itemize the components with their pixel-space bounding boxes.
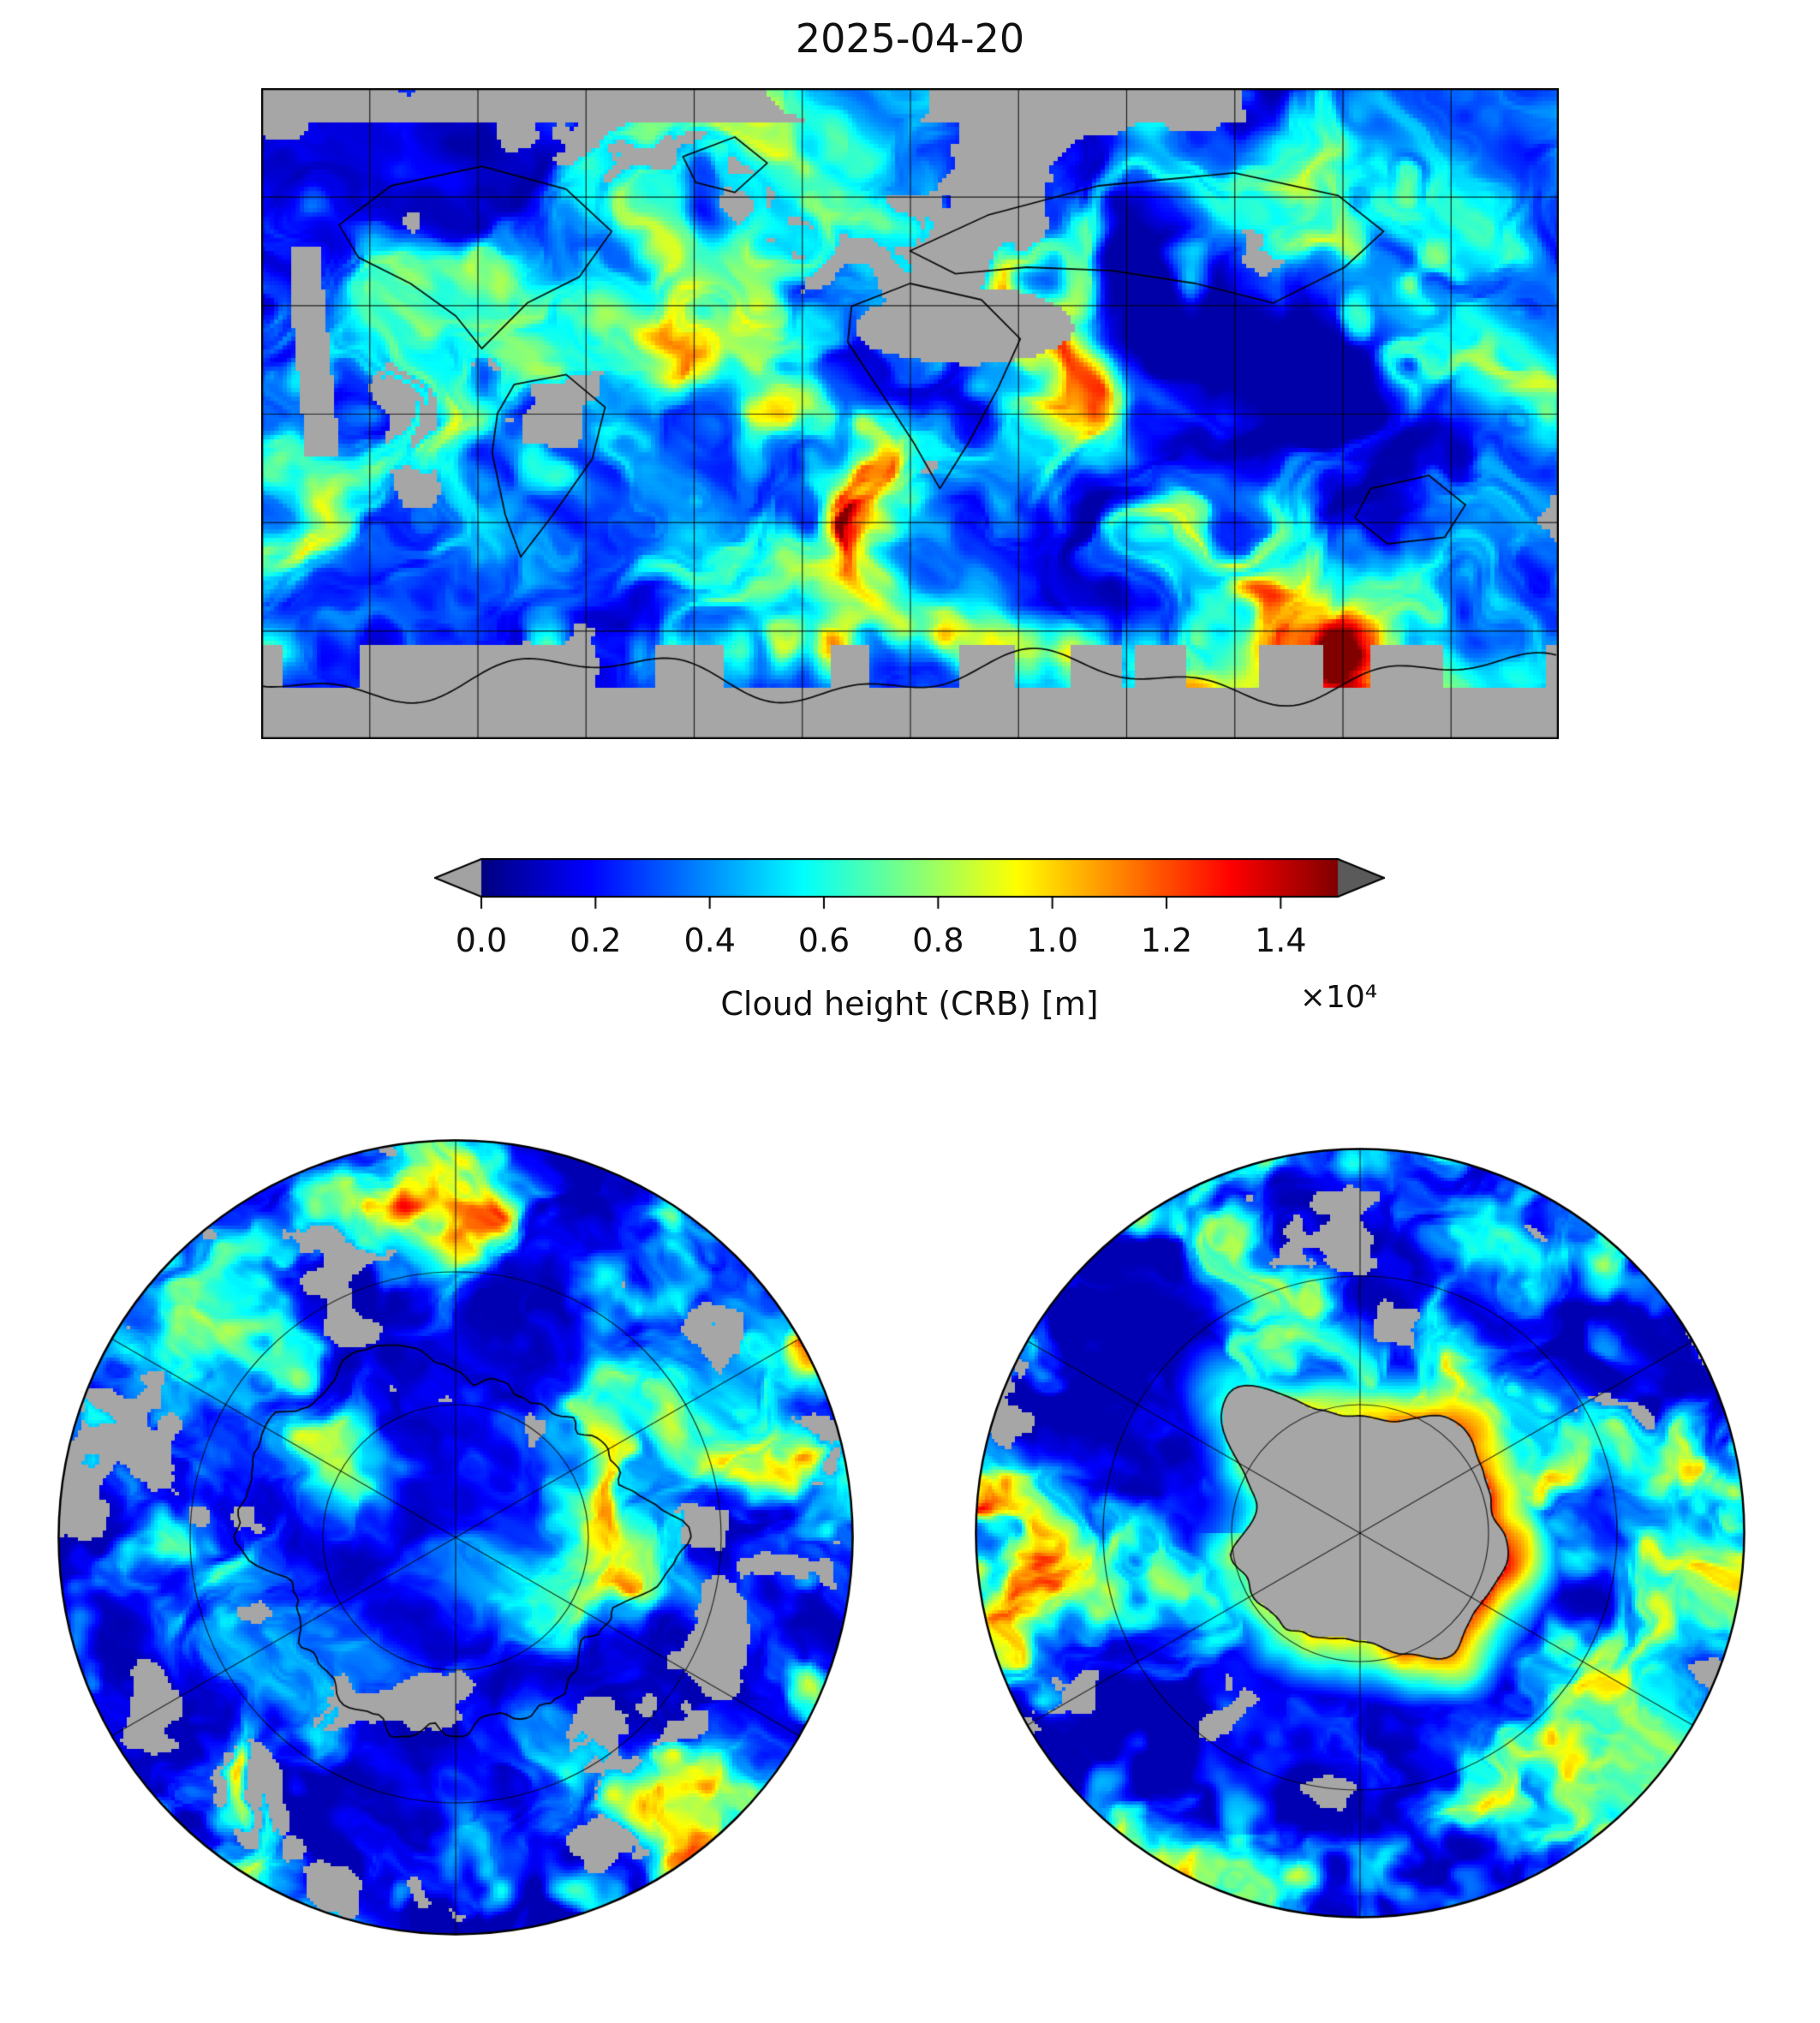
colorbar: 0.0 0.2 0.4 0.6 0.8 1.0 1.2 1.4 Cloud height (C… (434, 858, 1385, 1072)
north-polar-panel (57, 1139, 854, 1936)
colorbar-gradient (434, 858, 1385, 911)
colorbar-label: Cloud height (CRB) [m] (720, 985, 1099, 1023)
colorbar-tick-label: 0.4 (683, 922, 736, 959)
colorbar-tick-label: 0.8 (912, 922, 964, 959)
global-map-panel (261, 88, 1559, 739)
colorbar-tick-label: 1.4 (1255, 922, 1307, 959)
figure-title: 2025-04-20 (795, 15, 1025, 62)
south-polar-panel (975, 1148, 1745, 1919)
colorbar-tick-labels: 0.0 0.2 0.4 0.6 0.8 1.0 1.2 1.4 (434, 858, 1385, 1072)
colorbar-tick-label: 1.0 (1026, 922, 1078, 959)
colorbar-multiplier: ×10⁴ (1299, 980, 1378, 1015)
colorbar-tick-label: 1.2 (1140, 922, 1193, 959)
colorbar-tick-label: 0.6 (797, 922, 850, 959)
colorbar-tick-label: 0.2 (570, 922, 622, 959)
colorbar-tick-label: 0.0 (455, 922, 508, 959)
